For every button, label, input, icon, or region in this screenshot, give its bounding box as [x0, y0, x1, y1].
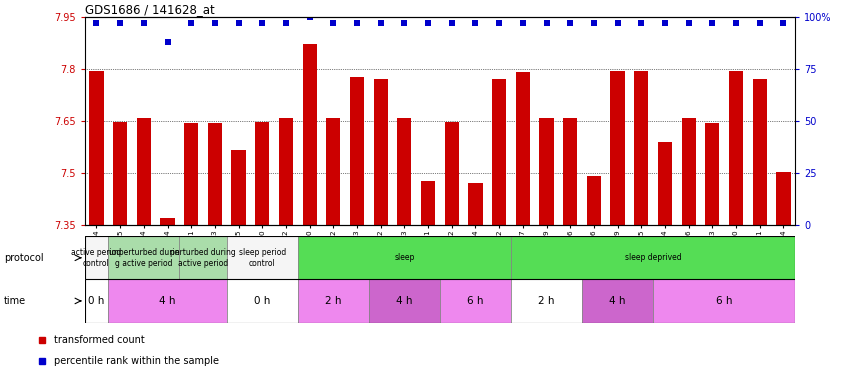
- Point: [161, 39, 174, 45]
- Text: percentile rank within the sample: percentile rank within the sample: [54, 356, 219, 366]
- Point: [232, 20, 245, 26]
- Bar: [350, 77, 364, 225]
- Text: 2 h: 2 h: [538, 296, 555, 306]
- Bar: [227, 279, 298, 322]
- Text: sleep deprived: sleep deprived: [625, 254, 681, 262]
- Point: [303, 14, 316, 20]
- Bar: [540, 118, 553, 225]
- Text: 4 h: 4 h: [396, 296, 413, 306]
- Bar: [184, 123, 198, 225]
- Text: 0 h: 0 h: [88, 296, 105, 306]
- Bar: [279, 118, 293, 225]
- Text: transformed count: transformed count: [54, 335, 145, 345]
- Text: 6 h: 6 h: [467, 296, 484, 306]
- Point: [374, 20, 387, 26]
- Text: sleep period
control: sleep period control: [239, 248, 286, 267]
- Point: [587, 20, 601, 26]
- Point: [113, 20, 127, 26]
- Bar: [85, 236, 108, 279]
- Bar: [469, 183, 482, 225]
- Bar: [653, 279, 795, 322]
- Text: protocol: protocol: [4, 253, 44, 263]
- Bar: [516, 72, 530, 225]
- Bar: [227, 236, 298, 279]
- Bar: [108, 236, 179, 279]
- Bar: [511, 236, 795, 279]
- Bar: [85, 279, 108, 322]
- Bar: [137, 118, 151, 225]
- Bar: [208, 123, 222, 225]
- Point: [658, 20, 672, 26]
- Bar: [90, 71, 103, 225]
- Text: 6 h: 6 h: [716, 296, 733, 306]
- Bar: [729, 70, 743, 225]
- Bar: [611, 70, 624, 225]
- Text: 4 h: 4 h: [609, 296, 626, 306]
- Point: [540, 20, 553, 26]
- Bar: [179, 236, 227, 279]
- Point: [492, 20, 506, 26]
- Bar: [658, 142, 672, 225]
- Point: [350, 20, 364, 26]
- Text: 4 h: 4 h: [159, 296, 176, 306]
- Bar: [298, 236, 511, 279]
- Bar: [369, 279, 440, 322]
- Bar: [492, 79, 506, 225]
- Point: [208, 20, 222, 26]
- Bar: [161, 218, 174, 225]
- Point: [516, 20, 530, 26]
- Bar: [374, 79, 387, 225]
- Bar: [706, 123, 719, 225]
- Bar: [113, 122, 127, 225]
- Text: perturbed during
active period: perturbed during active period: [170, 248, 236, 267]
- Bar: [421, 181, 435, 225]
- Point: [90, 20, 103, 26]
- Point: [279, 20, 293, 26]
- Point: [469, 20, 482, 26]
- Text: 0 h: 0 h: [254, 296, 271, 306]
- Point: [563, 20, 577, 26]
- Bar: [303, 44, 316, 225]
- Bar: [327, 118, 340, 225]
- Text: time: time: [4, 296, 26, 306]
- Point: [137, 20, 151, 26]
- Point: [327, 20, 340, 26]
- Bar: [563, 118, 577, 225]
- Text: GDS1686 / 141628_at: GDS1686 / 141628_at: [85, 3, 214, 16]
- Point: [753, 20, 766, 26]
- Bar: [298, 279, 369, 322]
- Text: sleep: sleep: [394, 254, 415, 262]
- Bar: [777, 172, 790, 225]
- Bar: [587, 177, 601, 225]
- Text: active period
control: active period control: [71, 248, 122, 267]
- Bar: [232, 150, 245, 225]
- Point: [706, 20, 719, 26]
- Point: [255, 20, 269, 26]
- Bar: [634, 70, 648, 225]
- Text: unperturbed durin
g active period: unperturbed durin g active period: [108, 248, 179, 267]
- Point: [445, 20, 459, 26]
- Bar: [398, 118, 411, 225]
- Point: [611, 20, 624, 26]
- Bar: [255, 122, 269, 225]
- Bar: [582, 279, 653, 322]
- Bar: [440, 279, 511, 322]
- Point: [729, 20, 743, 26]
- Point: [421, 20, 435, 26]
- Bar: [511, 279, 582, 322]
- Bar: [108, 279, 227, 322]
- Point: [398, 20, 411, 26]
- Bar: [682, 118, 695, 225]
- Bar: [753, 80, 766, 225]
- Bar: [445, 122, 459, 225]
- Point: [682, 20, 695, 26]
- Point: [777, 20, 790, 26]
- Text: 2 h: 2 h: [325, 296, 342, 306]
- Point: [184, 20, 198, 26]
- Point: [634, 20, 648, 26]
